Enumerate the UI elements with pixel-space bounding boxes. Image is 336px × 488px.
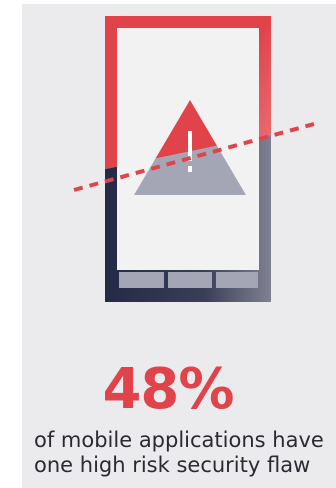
statistic-value: 48% <box>102 357 234 422</box>
warning-triangle-icon <box>134 100 246 195</box>
caption-line-2: one high risk security flaw <box>34 453 311 477</box>
phone-illustration <box>73 16 315 302</box>
phone-buttons <box>119 272 258 288</box>
caption-line-1: of mobile applications have <box>34 428 324 452</box>
caption: of mobile applications have one high ris… <box>34 428 336 478</box>
